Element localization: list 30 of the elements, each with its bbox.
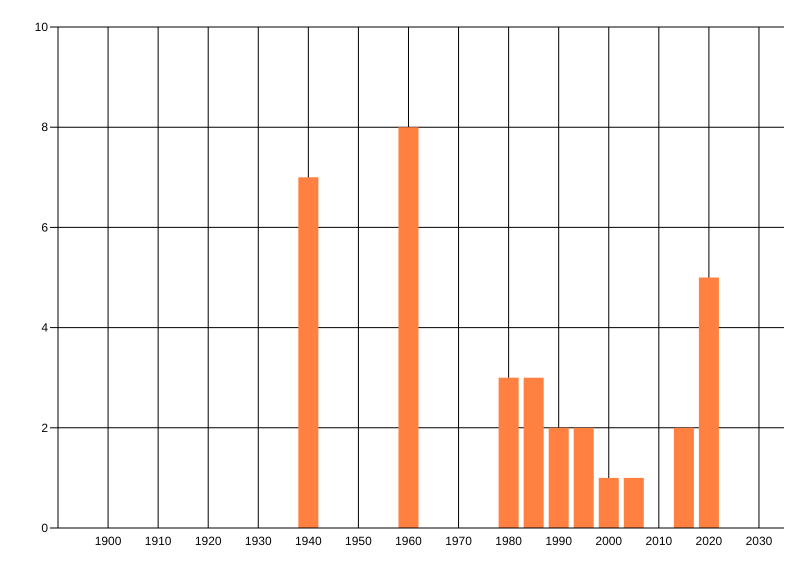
x-tick-label: 2000 [595, 534, 622, 548]
bar [498, 378, 519, 528]
y-tick-label: 4 [41, 320, 48, 335]
x-tick-label: 1910 [144, 534, 172, 548]
x-tick-label: 1940 [294, 534, 322, 548]
y-tick-label: 6 [41, 220, 48, 234]
bar [674, 428, 694, 528]
x-tick-label: 1950 [345, 534, 372, 548]
x-tick-label: 1920 [194, 534, 222, 548]
x-tick-label: 2010 [645, 534, 672, 548]
bar [574, 428, 594, 528]
y-tick-label: 10 [34, 20, 48, 34]
x-tick-label: 1970 [445, 534, 472, 548]
x-tick-label: 1990 [545, 534, 572, 548]
x-tick-label: 1900 [94, 534, 122, 548]
x-tick-label: 1960 [395, 534, 422, 548]
bar [598, 478, 619, 528]
bar [624, 478, 644, 528]
x-tick-label: 2030 [746, 534, 773, 548]
bar [524, 378, 544, 528]
y-tick-label: 0 [41, 521, 48, 535]
x-tick-label: 1930 [244, 534, 272, 548]
bar [698, 278, 719, 528]
y-tick-label: 8 [41, 120, 48, 134]
x-tick-label: 1980 [495, 534, 522, 548]
bar [548, 428, 569, 528]
x-tick-label: 2020 [696, 534, 723, 548]
bar [298, 177, 318, 528]
bar [398, 127, 418, 528]
y-tick-label: 2 [41, 420, 48, 435]
